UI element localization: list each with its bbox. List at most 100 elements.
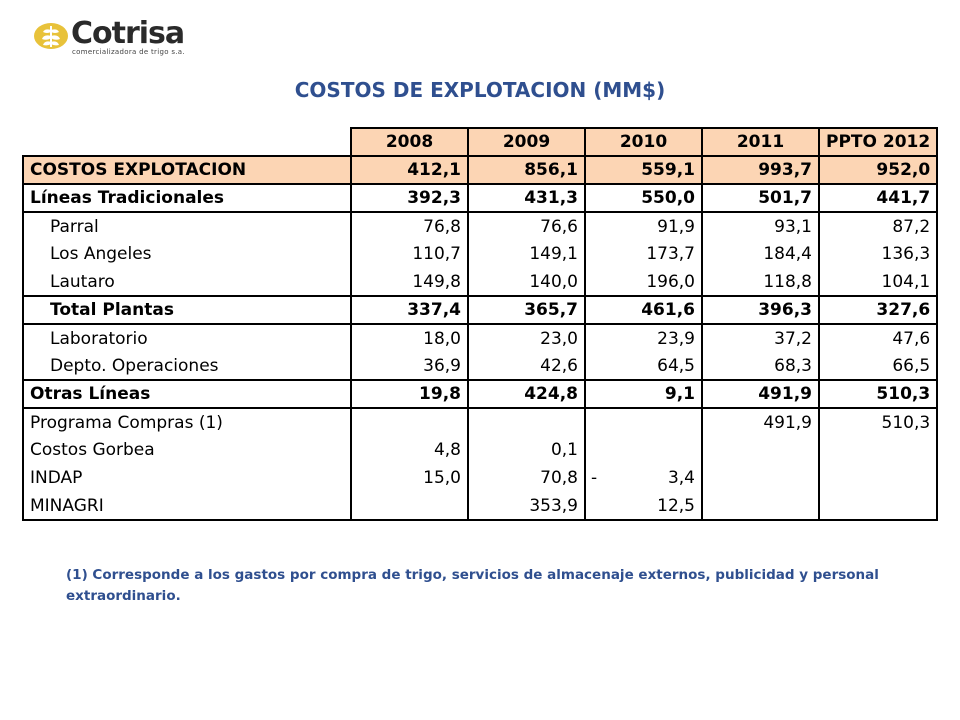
table-cell: 110,7 xyxy=(350,240,468,268)
header-blank-cell xyxy=(23,128,351,156)
table-cell: 424,8 xyxy=(467,379,585,408)
table-cell: 510,3 xyxy=(817,407,939,436)
table-row: Otras Líneas 19,8 424,8 9,1 491,9 510,3 xyxy=(22,379,939,408)
table-row: Total Plantas 337,4 365,7 461,6 396,3 32… xyxy=(22,295,939,324)
table-cell: 140,0 xyxy=(467,268,585,296)
table-row: Lautaro 149,8 140,0 196,0 118,8 104,1 xyxy=(22,268,939,296)
table-cell xyxy=(584,407,702,436)
row-label: Costos Gorbea xyxy=(22,436,351,464)
table-cell: 327,6 xyxy=(817,295,939,324)
table-cell: 993,7 xyxy=(701,155,819,184)
table-cell: 184,4 xyxy=(701,240,819,268)
row-label: Parral xyxy=(22,211,351,240)
table-header-row: 2008 2009 2010 2011 PPTO 2012 xyxy=(23,127,939,156)
table-cell: 76,8 xyxy=(350,211,468,240)
table-cell: 392,3 xyxy=(350,183,468,212)
table-cell: 18,0 xyxy=(350,323,468,352)
row-label: Depto. Operaciones xyxy=(22,352,351,380)
table-cell: 491,9 xyxy=(701,379,819,408)
table-cell: 64,5 xyxy=(584,352,702,380)
table-cell: 491,9 xyxy=(701,407,819,436)
table-cell: 70,8 xyxy=(467,464,585,492)
table-cell: 856,1 xyxy=(467,155,585,184)
table-cell: 93,1 xyxy=(701,211,819,240)
table-cell: 510,3 xyxy=(817,379,939,408)
page-title: COSTOS DE EXPLOTACION (MM$) xyxy=(294,78,666,102)
table-cell: 173,7 xyxy=(584,240,702,268)
table-cell: 37,2 xyxy=(701,323,819,352)
table-cell: 91,9 xyxy=(584,211,702,240)
table-cell: 76,6 xyxy=(467,211,585,240)
table-cell: 15,0 xyxy=(350,464,468,492)
table-cell: 412,1 xyxy=(350,155,468,184)
table-row: MINAGRI 353,9 12,5 xyxy=(22,492,939,521)
table-cell: 104,1 xyxy=(817,268,939,296)
row-label: Laboratorio xyxy=(22,323,351,352)
table-cell: 68,3 xyxy=(701,352,819,380)
header-2009: 2009 xyxy=(467,127,585,156)
wheat-logo-icon xyxy=(34,23,68,49)
table-cell xyxy=(817,464,939,492)
table-cell xyxy=(701,464,819,492)
negative-sign: - xyxy=(591,468,598,488)
table-cell: 87,2 xyxy=(817,211,939,240)
logo-wordmark: Cotrisa xyxy=(71,16,185,51)
row-label: COSTOS EXPLOTACION xyxy=(22,155,351,184)
header-2010: 2010 xyxy=(584,127,702,156)
row-label: MINAGRI xyxy=(22,492,351,521)
header-2008: 2008 xyxy=(350,127,468,156)
table-cell xyxy=(701,436,819,464)
table-cell: 9,1 xyxy=(584,379,702,408)
table-cell: - 3,4 xyxy=(584,464,702,492)
table-cell: 4,8 xyxy=(350,436,468,464)
table-row: Laboratorio 18,0 23,0 23,9 37,2 47,6 xyxy=(22,323,939,352)
table-cell: 441,7 xyxy=(817,183,939,212)
table-row: INDAP 15,0 70,8 - 3,4 xyxy=(22,464,939,492)
row-label: Programa Compras (1) xyxy=(22,407,351,436)
table-cell: 353,9 xyxy=(467,492,585,521)
table-row: Programa Compras (1) 491,9 510,3 xyxy=(22,407,939,436)
table-cell: 66,5 xyxy=(817,352,939,380)
table-cell xyxy=(350,407,468,436)
table-cell: 19,8 xyxy=(350,379,468,408)
table-row: COSTOS EXPLOTACION 412,1 856,1 559,1 993… xyxy=(22,155,939,184)
row-label: Los Angeles xyxy=(22,240,351,268)
table-cell: 149,1 xyxy=(467,240,585,268)
table-row: Depto. Operaciones 36,9 42,6 64,5 68,3 6… xyxy=(22,352,939,380)
footnote: (1) Corresponde a los gastos por compra … xyxy=(66,567,879,604)
row-label: Total Plantas xyxy=(22,295,351,324)
header-2011: 2011 xyxy=(701,127,819,156)
table-cell: 47,6 xyxy=(817,323,939,352)
table-row: Los Angeles 110,7 149,1 173,7 184,4 136,… xyxy=(22,240,939,268)
table-cell: 559,1 xyxy=(584,155,702,184)
table-cell: 337,4 xyxy=(350,295,468,324)
table-cell: 550,0 xyxy=(584,183,702,212)
table-cell: 196,0 xyxy=(584,268,702,296)
table-cell: 12,5 xyxy=(584,492,702,521)
table-cell xyxy=(817,436,939,464)
table-cell xyxy=(584,436,702,464)
table-cell: 0,1 xyxy=(467,436,585,464)
table-cell xyxy=(817,492,939,521)
table-cell: 42,6 xyxy=(467,352,585,380)
table-cell: 23,9 xyxy=(584,323,702,352)
table-cell xyxy=(701,492,819,521)
cell-value: 3,4 xyxy=(667,468,695,488)
table-cell: 501,7 xyxy=(701,183,819,212)
costs-table: 2008 2009 2010 2011 PPTO 2012 COSTOS EXP… xyxy=(22,127,939,521)
row-label: INDAP xyxy=(22,464,351,492)
table-cell xyxy=(467,407,585,436)
table-cell: 461,6 xyxy=(584,295,702,324)
cotrisa-logo: Cotrisa comercializadora de trigo s.a. xyxy=(33,18,213,62)
table-cell: 431,3 xyxy=(467,183,585,212)
logo-subtitle: comercializadora de trigo s.a. xyxy=(72,48,185,56)
row-label: Otras Líneas xyxy=(22,379,351,408)
table-cell: 396,3 xyxy=(701,295,819,324)
row-label: Lautaro xyxy=(22,268,351,296)
table-row: Parral 76,8 76,6 91,9 93,1 87,2 xyxy=(22,211,939,240)
table-cell: 136,3 xyxy=(817,240,939,268)
table-cell: 118,8 xyxy=(701,268,819,296)
table-cell: 36,9 xyxy=(350,352,468,380)
table-cell: 149,8 xyxy=(350,268,468,296)
table-cell: 365,7 xyxy=(467,295,585,324)
